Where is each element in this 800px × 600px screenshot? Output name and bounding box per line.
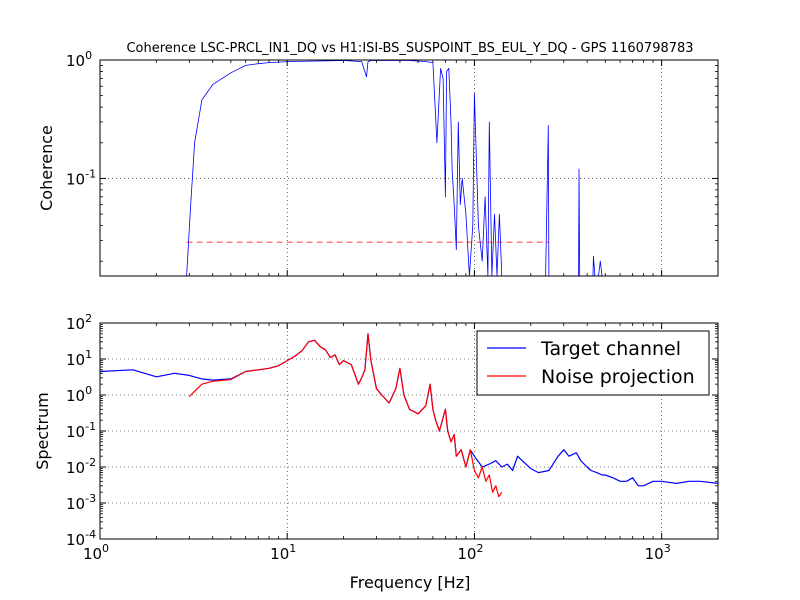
spectrum-series-noise-projection <box>188 333 503 498</box>
coherence-title: Coherence LSC-PRCL_IN1_DQ vs H1:ISI-BS_S… <box>126 41 693 56</box>
legend-box <box>476 330 710 396</box>
coherence-grid <box>100 60 718 276</box>
legend-label-target: Target channel <box>540 338 681 360</box>
spectrum-grid <box>100 323 718 539</box>
coherence-series-line <box>186 60 603 276</box>
legend: Target channel Noise projection <box>476 330 710 396</box>
coherence-axes: Coherence LSC-PRCL_IN1_DQ vs H1:ISI-BS_S… <box>37 41 719 277</box>
coherence-plot-frame <box>99 59 719 277</box>
spectrum-xlabel: Frequency [Hz] <box>350 573 471 592</box>
coherence-ylabel: Coherence <box>37 125 56 211</box>
coherence-series-layer <box>186 60 603 276</box>
spectrum-series-layer <box>100 333 718 498</box>
spectrum-ylabel: Spectrum <box>33 392 52 470</box>
legend-label-noise: Noise projection <box>541 366 695 388</box>
